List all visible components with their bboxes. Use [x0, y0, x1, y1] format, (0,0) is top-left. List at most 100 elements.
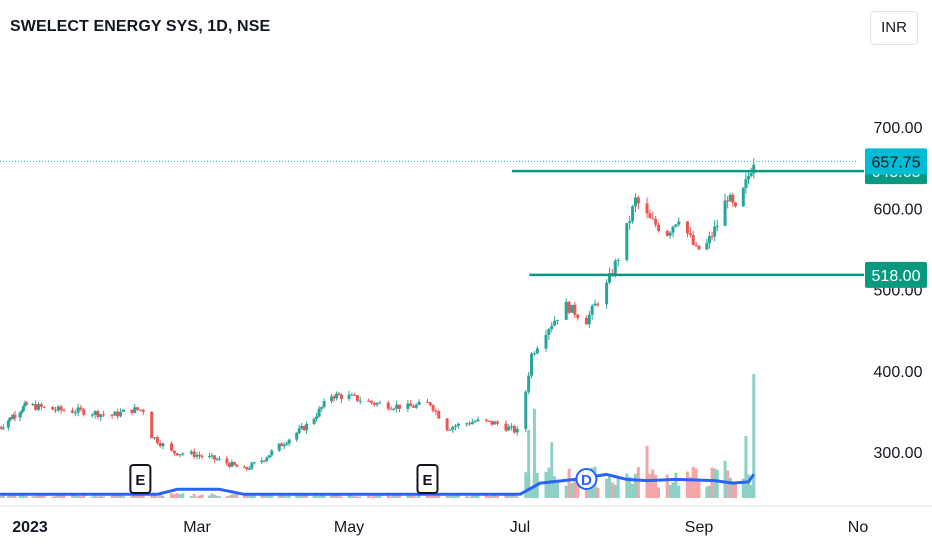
candle — [280, 442, 284, 447]
candle — [235, 463, 239, 467]
candle — [741, 187, 745, 208]
candle-body — [744, 179, 748, 189]
candle-body — [102, 414, 106, 416]
candle-body — [34, 404, 38, 410]
candle-body — [451, 426, 455, 430]
volume-bar — [285, 496, 289, 498]
candle — [507, 423, 511, 431]
candle — [353, 393, 357, 397]
volume-bar — [330, 495, 334, 498]
candle — [25, 401, 29, 406]
volume-bar — [170, 493, 174, 498]
dividend-event-marker — [575, 468, 598, 490]
candle-body — [445, 418, 449, 431]
candle — [172, 450, 176, 457]
volume-bar — [451, 495, 455, 498]
volume-bar — [654, 474, 658, 498]
volume-bar — [93, 493, 97, 498]
volume-bar — [417, 493, 421, 498]
volume-bar — [315, 495, 319, 498]
volume-bar — [733, 483, 737, 498]
candle — [715, 219, 719, 232]
volume-bar — [355, 496, 359, 498]
volume-bar — [573, 480, 577, 498]
candle — [267, 455, 271, 458]
candle-body — [395, 404, 399, 409]
candle — [302, 425, 306, 431]
candle — [372, 401, 376, 407]
candle — [6, 419, 10, 431]
candle-body — [378, 402, 382, 404]
candle — [110, 414, 114, 419]
volume-bar — [353, 496, 357, 498]
candle — [265, 456, 269, 463]
candle-body — [707, 236, 711, 244]
candle — [119, 408, 123, 418]
volume-bar — [175, 493, 179, 498]
candle — [70, 407, 74, 414]
candle-body — [73, 412, 77, 414]
candle-body — [317, 408, 321, 417]
candle-body — [11, 414, 15, 419]
candle-body — [437, 411, 441, 419]
volume-bar — [470, 495, 474, 498]
candle — [409, 399, 413, 407]
volume-bar — [616, 477, 620, 498]
candle-body — [217, 458, 221, 460]
volume-bar — [340, 496, 344, 498]
candle — [13, 411, 17, 422]
candle-body — [340, 394, 344, 399]
volume-bar — [141, 493, 145, 498]
volume-bar — [39, 495, 43, 498]
volume-bar — [130, 496, 134, 498]
candle-body — [417, 401, 421, 405]
candle-body — [674, 224, 678, 227]
candle-body — [178, 454, 182, 456]
volume-bar — [320, 494, 324, 498]
candle-body — [406, 403, 410, 409]
candle — [242, 465, 246, 468]
time-axis-label: May — [334, 519, 364, 536]
volume-bar — [715, 469, 719, 498]
candle-body — [192, 451, 196, 457]
volume-bar — [121, 496, 125, 498]
volume-bar — [636, 467, 640, 498]
candle-body — [330, 396, 334, 402]
candle — [350, 392, 354, 396]
candle-body — [493, 421, 497, 425]
volume-bar — [564, 485, 568, 498]
volume-bar — [397, 494, 401, 498]
candle-body — [42, 406, 46, 408]
volume-bar — [116, 495, 120, 498]
candle — [587, 310, 591, 329]
candle-body — [18, 413, 22, 418]
earnings-event-marker — [129, 464, 152, 494]
candle-body — [556, 319, 560, 321]
candle — [487, 420, 491, 423]
candle — [330, 394, 334, 404]
volume-bar — [685, 471, 689, 498]
volume-bar — [13, 494, 17, 498]
volume-bar — [90, 496, 94, 498]
candle — [476, 416, 480, 422]
candle — [312, 417, 316, 426]
volume-bar — [53, 495, 57, 498]
volume-bar — [181, 493, 185, 498]
volume-bar — [200, 494, 204, 498]
candle-body — [671, 226, 675, 233]
candle — [397, 404, 401, 413]
volume-bar — [189, 496, 193, 498]
volume-bar — [553, 476, 557, 498]
volume-bar — [133, 494, 137, 498]
event-letter: E — [422, 472, 432, 489]
currency-button[interactable]: INR — [870, 11, 918, 45]
volume-bar — [645, 445, 649, 498]
volume-bar — [270, 493, 274, 498]
candle-body — [515, 428, 519, 433]
candle — [113, 410, 117, 416]
candle — [10, 414, 14, 420]
volume-bar — [212, 494, 216, 498]
candle-body — [8, 417, 12, 421]
volume-bar — [20, 493, 24, 498]
